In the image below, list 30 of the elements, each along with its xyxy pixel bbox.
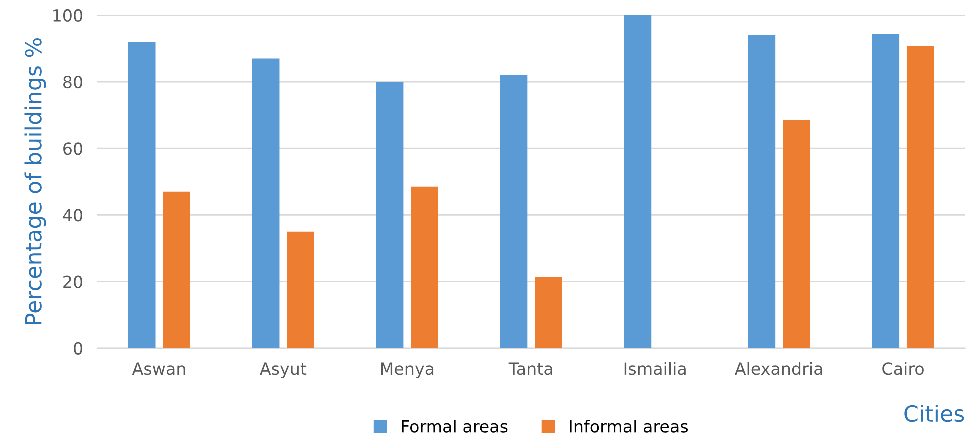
x-tick-label: Ismailia bbox=[624, 362, 686, 376]
x-tick-label: Tanta bbox=[508, 362, 552, 376]
bar bbox=[535, 277, 562, 348]
bar bbox=[163, 192, 190, 348]
legend-label: Formal areas bbox=[402, 420, 508, 433]
bar bbox=[128, 42, 156, 348]
bar bbox=[748, 35, 776, 348]
bar bbox=[411, 186, 438, 348]
x-tick-label: Cairo bbox=[882, 362, 924, 376]
bar bbox=[287, 232, 314, 348]
y-tick-label: 40 bbox=[63, 209, 83, 222]
y-tick-label: 100 bbox=[54, 9, 83, 22]
bar bbox=[783, 120, 810, 348]
x-tick-label: Menya bbox=[381, 362, 434, 378]
x-axis-title: Cities bbox=[904, 404, 964, 422]
bar bbox=[500, 75, 528, 348]
x-tick-label: Alexandria bbox=[734, 362, 822, 376]
y-tick-label: 20 bbox=[64, 276, 83, 288]
x-tick-label: Asyut bbox=[260, 362, 307, 378]
x-tick-label: Aswan bbox=[132, 362, 186, 376]
bar bbox=[906, 46, 934, 348]
y-tick-label: 80 bbox=[64, 76, 83, 89]
bar bbox=[376, 82, 404, 348]
y-tick-label: 60 bbox=[64, 142, 83, 156]
legend-label: Informal areas bbox=[570, 420, 688, 433]
bar bbox=[252, 58, 280, 348]
y-axis-title: Percentage of buildings % bbox=[24, 38, 46, 324]
bar bbox=[624, 15, 652, 348]
y-tick-label: 0 bbox=[74, 342, 83, 355]
bar bbox=[872, 34, 900, 348]
